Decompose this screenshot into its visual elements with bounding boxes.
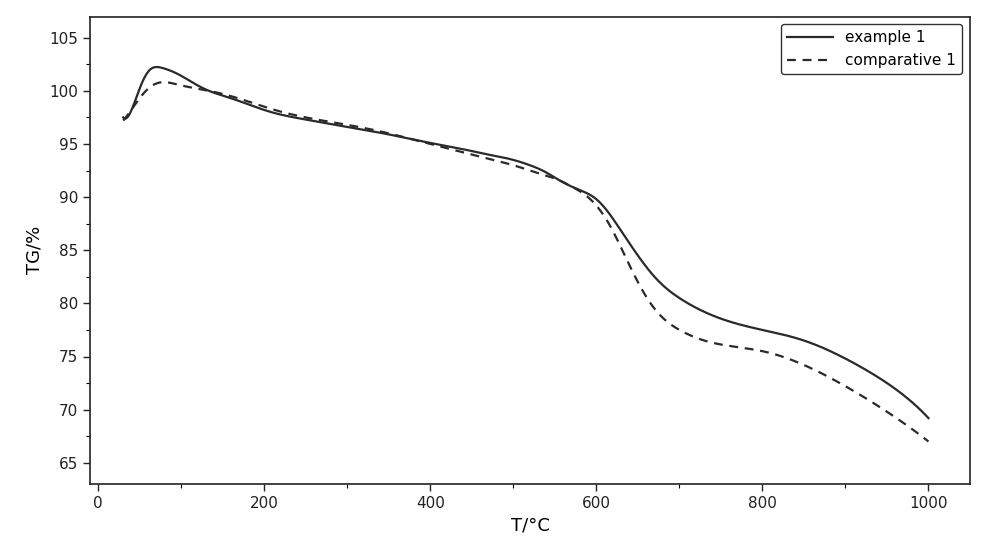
example 1 — [607, 216, 619, 222]
comparative 1 — [586, 197, 598, 204]
comparative 1 — [158, 79, 170, 85]
Legend: example 1, comparative 1: example 1, comparative 1 — [781, 24, 962, 74]
example 1 — [631, 251, 643, 258]
example 1 — [150, 64, 162, 70]
comparative 1 — [631, 278, 643, 284]
example 1 — [168, 69, 180, 75]
example 1 — [922, 415, 934, 421]
Line: comparative 1: comparative 1 — [123, 82, 928, 442]
comparative 1 — [922, 438, 934, 445]
Line: example 1: example 1 — [123, 67, 928, 418]
example 1 — [586, 192, 598, 199]
example 1 — [812, 342, 824, 349]
Y-axis label: TG/%: TG/% — [26, 226, 44, 274]
example 1 — [117, 114, 129, 121]
comparative 1 — [607, 228, 619, 235]
X-axis label: T/°C: T/°C — [511, 516, 549, 535]
comparative 1 — [168, 80, 180, 87]
example 1 — [729, 320, 741, 327]
comparative 1 — [117, 117, 129, 124]
comparative 1 — [729, 343, 741, 350]
comparative 1 — [812, 368, 824, 375]
